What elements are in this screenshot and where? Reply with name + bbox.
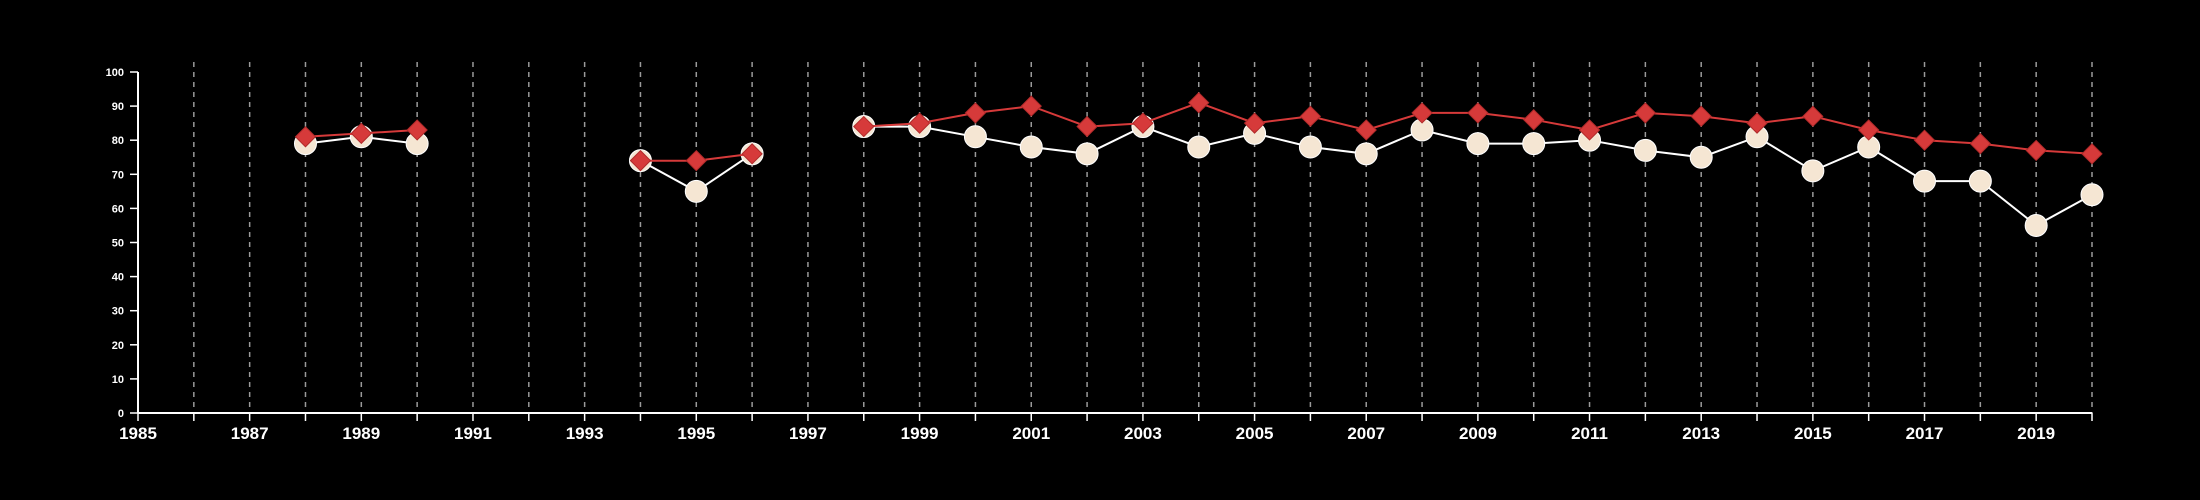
plot-series <box>293 91 2104 237</box>
series-1-point-2004 <box>1187 135 1211 159</box>
series-2-point-2013 <box>1690 105 1712 128</box>
vertical-gridlines <box>193 62 2093 413</box>
series-1-point-2000 <box>963 125 987 149</box>
series-1-point-2001 <box>1019 135 1043 159</box>
series-2-point-2004 <box>1188 91 1210 114</box>
series-1-point-2013 <box>1689 145 1713 169</box>
series-1-point-2018 <box>1968 169 1992 193</box>
x-tick-label-1987: 1987 <box>231 424 269 443</box>
series-1-point-2002 <box>1075 142 1099 166</box>
x-tick-label-2019: 2019 <box>2017 424 2055 443</box>
series-2-point-1996 <box>741 143 763 165</box>
y-tick-label-30: 30 <box>112 306 124 318</box>
y-tick-label-60: 60 <box>112 203 124 215</box>
series-2-point-2002 <box>1076 115 1098 138</box>
series-2 <box>294 91 2103 172</box>
series-2-point-2016 <box>1857 119 1880 141</box>
series-2-point-2009 <box>1467 102 1489 124</box>
x-tick-label-1989: 1989 <box>342 424 380 443</box>
series-1-point-2006 <box>1298 135 1322 159</box>
x-tick-label-1985: 1985 <box>119 424 157 443</box>
series-2-point-1990 <box>406 119 428 141</box>
series-2-point-2007 <box>1355 119 1377 141</box>
series-1-point-2019 <box>2024 213 2048 237</box>
series-1-point-2010 <box>1522 132 1546 156</box>
series-2-point-2005 <box>1243 112 1266 134</box>
series-1-point-2012 <box>1633 138 1657 162</box>
series-2-point-2011 <box>1578 119 1601 141</box>
series-2-point-2018 <box>1969 132 1992 155</box>
series-2-point-2014 <box>1746 112 1768 134</box>
series-2-point-1995 <box>685 149 707 172</box>
series-2-point-1988 <box>294 126 317 148</box>
x-tick-label-2017: 2017 <box>1906 424 1944 443</box>
series-2-point-2010 <box>1523 109 1545 131</box>
x-tick-label-1991: 1991 <box>454 424 492 443</box>
y-tick-label-90: 90 <box>112 101 124 113</box>
x-tick-label-1993: 1993 <box>566 424 604 443</box>
series-2-point-2020 <box>2081 143 2103 165</box>
series-2-point-2017 <box>1913 129 1936 151</box>
x-tick-label-2009: 2009 <box>1459 424 1497 443</box>
x-tick-label-2005: 2005 <box>1236 424 1274 443</box>
series-2-point-1999 <box>908 112 931 134</box>
y-tick-label-40: 40 <box>112 272 124 284</box>
series-1-point-2017 <box>1913 169 1937 193</box>
y-tick-label-100: 100 <box>106 67 124 79</box>
series-2-point-2003 <box>1132 112 1154 134</box>
series-2-point-2001 <box>1020 95 1042 117</box>
x-tick-label-2015: 2015 <box>1794 424 1832 443</box>
y-tick-label-50: 50 <box>112 238 124 250</box>
x-tick-label-2003: 2003 <box>1124 424 1162 443</box>
series-2-point-2019 <box>2025 139 2047 162</box>
series-2-point-2006 <box>1299 105 1322 128</box>
y-tick-label-10: 10 <box>112 374 124 386</box>
y-tick-label-0: 0 <box>118 408 124 420</box>
x-tick-label-1995: 1995 <box>677 424 715 443</box>
y-tick-label-70: 70 <box>112 169 124 181</box>
axes: 0 10 20 30 40 50 60 70 80 90 100 1985 1987 1989 1991 19… <box>106 67 2093 443</box>
series-2-point-1994 <box>629 149 652 172</box>
series-2-point-2008 <box>1411 102 1433 124</box>
y-tick-label-80: 80 <box>112 135 124 147</box>
series-2-point-2012 <box>1634 102 1657 124</box>
x-tick-label-2001: 2001 <box>1012 424 1050 443</box>
x-tick-label-1999: 1999 <box>901 424 939 443</box>
series-1-point-2007 <box>1354 142 1378 166</box>
series-2-point-2000 <box>964 102 987 124</box>
series-1-point-2020 <box>2080 183 2104 207</box>
series-2-point-1989 <box>350 122 373 145</box>
series-2-point-2015 <box>1802 105 1824 128</box>
series-1-point-2009 <box>1466 132 1490 156</box>
y-tick-label-20: 20 <box>112 340 124 352</box>
x-tick-label-2007: 2007 <box>1347 424 1385 443</box>
series-2-point-1998 <box>853 115 875 138</box>
x-tick-label-1997: 1997 <box>789 424 827 443</box>
series-1-point-1995 <box>684 179 708 203</box>
series-1-point-2015 <box>1801 159 1825 183</box>
x-tick-label-2011: 2011 <box>1571 424 1608 443</box>
x-tick-label-2013: 2013 <box>1682 424 1720 443</box>
